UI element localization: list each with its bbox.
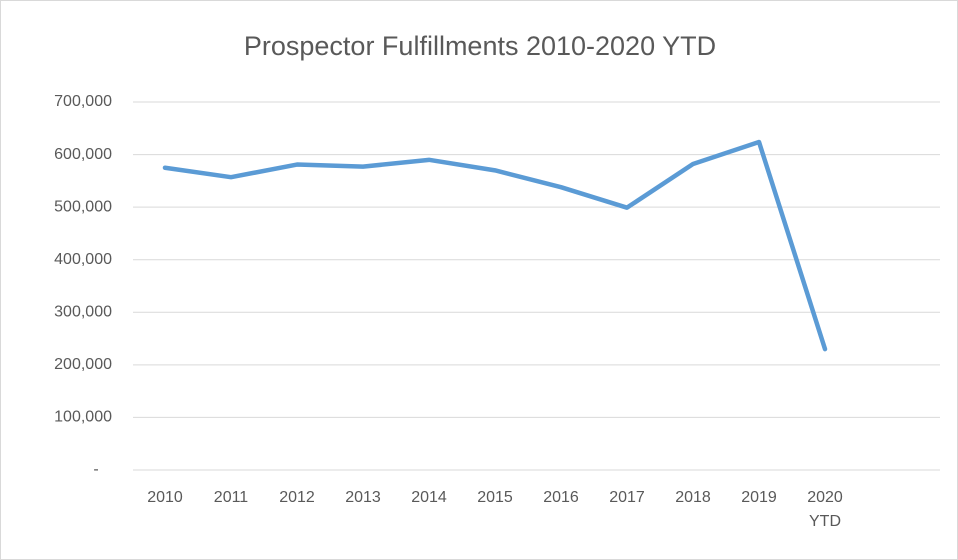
- x-tick-label-box: 2013: [345, 489, 381, 506]
- x-tick-label: 2012: [279, 489, 315, 506]
- x-tick-label-box: 2015: [477, 489, 513, 506]
- x-tick-label-box: 2016: [543, 489, 579, 506]
- x-tick-label-box: 2012: [279, 489, 315, 506]
- x-tick-label: 2015: [477, 489, 513, 506]
- x-tick-label: 2011: [213, 489, 249, 506]
- y-tick-label: -: [93, 461, 98, 478]
- x-tick-label: 2019: [741, 489, 777, 506]
- x-tick-label-box: 2019: [741, 489, 777, 506]
- chart-title: Prospector Fulfillments 2010-2020 YTD: [244, 31, 716, 61]
- y-tick-label: 600,000: [54, 146, 112, 163]
- y-tick-label: 100,000: [54, 409, 112, 426]
- x-tick-label-box: 2020 YTD: [807, 489, 843, 530]
- x-tick-label: 2018: [675, 489, 711, 506]
- x-tick-label: 2017: [609, 489, 645, 506]
- x-tick-label: 2014: [411, 489, 447, 506]
- y-tick-label: 300,000: [54, 304, 112, 321]
- data-line: [162, 139, 828, 352]
- y-tick-label: 700,000: [54, 93, 112, 110]
- y-tick-label: 400,000: [54, 251, 112, 268]
- y-tick-label: 500,000: [54, 198, 112, 215]
- x-tick-label: 2010: [147, 489, 183, 506]
- x-tick-label-box: 2018: [675, 489, 711, 506]
- x-tick-label-box: 2017: [609, 489, 645, 506]
- x-tick-label-box: 2011: [213, 489, 249, 506]
- y-tick-label: 200,000: [54, 356, 112, 373]
- x-tick-label: 2020 YTD: [807, 489, 843, 530]
- x-tick-label: 2013: [345, 489, 381, 506]
- x-tick-label-box: 2010: [147, 489, 183, 506]
- x-tick-label-box: 2014: [411, 489, 447, 506]
- x-tick-label: 2016: [543, 489, 579, 506]
